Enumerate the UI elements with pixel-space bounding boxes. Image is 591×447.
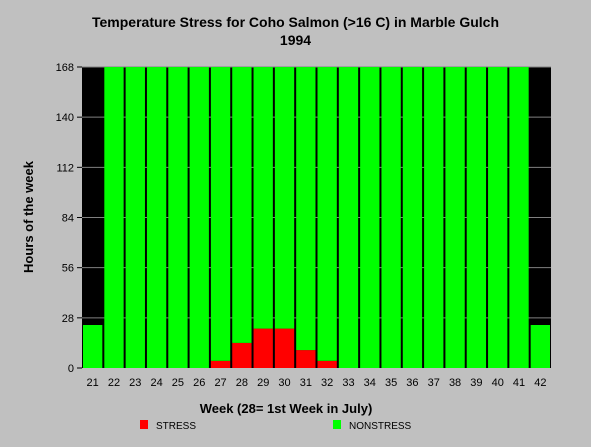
bar-stress-week-31 bbox=[296, 350, 316, 368]
bar-stress-week-29 bbox=[253, 328, 273, 368]
x-tick-label: 41 bbox=[513, 377, 525, 389]
bar-stress-week-28 bbox=[232, 342, 252, 368]
x-tick-label: 32 bbox=[321, 377, 333, 389]
legend: STRESS NONSTRESS bbox=[140, 420, 412, 432]
bar-nonstress-week-27 bbox=[210, 67, 231, 361]
x-tick-label: 25 bbox=[172, 377, 184, 389]
bar-nonstress-week-31 bbox=[296, 67, 316, 351]
bar-nonstress-week-41 bbox=[509, 67, 529, 368]
x-tick-label: 22 bbox=[108, 377, 120, 389]
bar-nonstress-week-30 bbox=[274, 67, 295, 329]
x-tick-label: 35 bbox=[385, 377, 397, 389]
x-axis-label: Week (28= 1st Week in July) bbox=[200, 401, 373, 416]
bar-nonstress-week-33 bbox=[338, 67, 359, 368]
bar-nonstress-week-28 bbox=[232, 67, 252, 343]
x-tick-label: 23 bbox=[129, 377, 141, 389]
x-tick-label: 29 bbox=[257, 377, 269, 389]
bar-nonstress-week-36 bbox=[402, 67, 423, 368]
x-tick-label: 37 bbox=[428, 377, 440, 389]
x-tick-label: 42 bbox=[534, 377, 546, 389]
x-tick-label: 31 bbox=[300, 377, 312, 389]
chart-subtitle: 1994 bbox=[280, 32, 311, 48]
legend-swatch-stress bbox=[140, 420, 148, 429]
y-tick-label: 56 bbox=[62, 263, 74, 275]
bar-nonstress-week-35 bbox=[381, 67, 401, 368]
x-tick-label: 38 bbox=[449, 377, 461, 389]
bar-nonstress-week-24 bbox=[146, 67, 167, 368]
legend-swatch-nonstress bbox=[333, 420, 341, 429]
bar-stress-week-32 bbox=[317, 360, 337, 368]
x-tick-label: 36 bbox=[406, 377, 418, 389]
x-tick-label: 24 bbox=[150, 377, 162, 389]
y-tick-label: 168 bbox=[56, 62, 74, 74]
x-tick-label: 30 bbox=[278, 377, 290, 389]
y-tick-label: 0 bbox=[68, 363, 74, 375]
x-tick-label: 34 bbox=[364, 377, 376, 389]
y-tick-label: 112 bbox=[56, 162, 74, 174]
bar-nonstress-week-39 bbox=[466, 67, 487, 368]
legend-label-nonstress: NONSTRESS bbox=[349, 421, 412, 432]
bar-nonstress-week-22 bbox=[104, 67, 124, 368]
bar-nonstress-week-32 bbox=[317, 67, 337, 361]
bar-nonstress-week-40 bbox=[488, 67, 508, 368]
y-tick-label: 84 bbox=[62, 213, 74, 225]
x-tick-label: 39 bbox=[470, 377, 482, 389]
x-tick-label: 21 bbox=[87, 377, 99, 389]
bar-nonstress-week-37 bbox=[424, 67, 444, 368]
y-axis-label: Hours of the week bbox=[21, 160, 36, 273]
x-tick-label: 28 bbox=[236, 377, 248, 389]
x-axis-ticks: 21 22 23 24 25 26 27 28 29 30 31 32 33 34 35 36 37 38 39 40… bbox=[87, 377, 547, 389]
y-tick-label: 140 bbox=[56, 112, 74, 124]
legend-label-stress: STRESS bbox=[156, 421, 196, 432]
bar-stress-week-27 bbox=[210, 360, 231, 368]
bar-nonstress-week-42 bbox=[530, 325, 550, 368]
bar-stress-week-30 bbox=[274, 328, 295, 368]
x-tick-label: 40 bbox=[492, 377, 504, 389]
bars bbox=[83, 67, 550, 368]
bar-nonstress-week-26 bbox=[189, 67, 209, 368]
x-tick-label: 33 bbox=[342, 377, 354, 389]
y-tick-label: 28 bbox=[62, 313, 74, 325]
bar-nonstress-week-25 bbox=[168, 67, 188, 368]
x-tick-label: 27 bbox=[214, 377, 226, 389]
chart-title: Temperature Stress for Coho Salmon (>16 … bbox=[92, 14, 499, 30]
bar-nonstress-week-21 bbox=[83, 325, 103, 368]
x-tick-label: 26 bbox=[193, 377, 205, 389]
bar-nonstress-week-34 bbox=[360, 67, 380, 368]
bar-nonstress-week-38 bbox=[445, 67, 465, 368]
bar-nonstress-week-29 bbox=[253, 67, 273, 329]
bar-nonstress-week-23 bbox=[125, 67, 145, 368]
y-axis-ticks: 0 28 56 84 112 140 168 bbox=[56, 62, 82, 375]
